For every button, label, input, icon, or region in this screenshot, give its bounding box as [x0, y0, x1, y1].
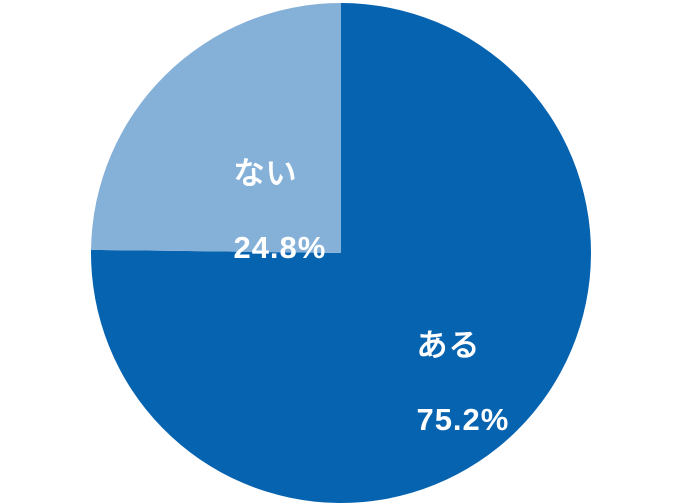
slice-label-aru: ある 75.2% — [378, 290, 509, 475]
slice-aru-name: ある — [416, 328, 481, 363]
slice-label-nai: ない 24.8% — [195, 118, 326, 303]
slice-nai-name: ない — [233, 156, 298, 191]
slice-nai-percent: 24.8% — [233, 230, 327, 265]
pie-slice-1 — [91, 3, 342, 253]
slice-aru-percent: 75.2% — [416, 402, 510, 437]
pie-slice-0 — [91, 2, 592, 503]
